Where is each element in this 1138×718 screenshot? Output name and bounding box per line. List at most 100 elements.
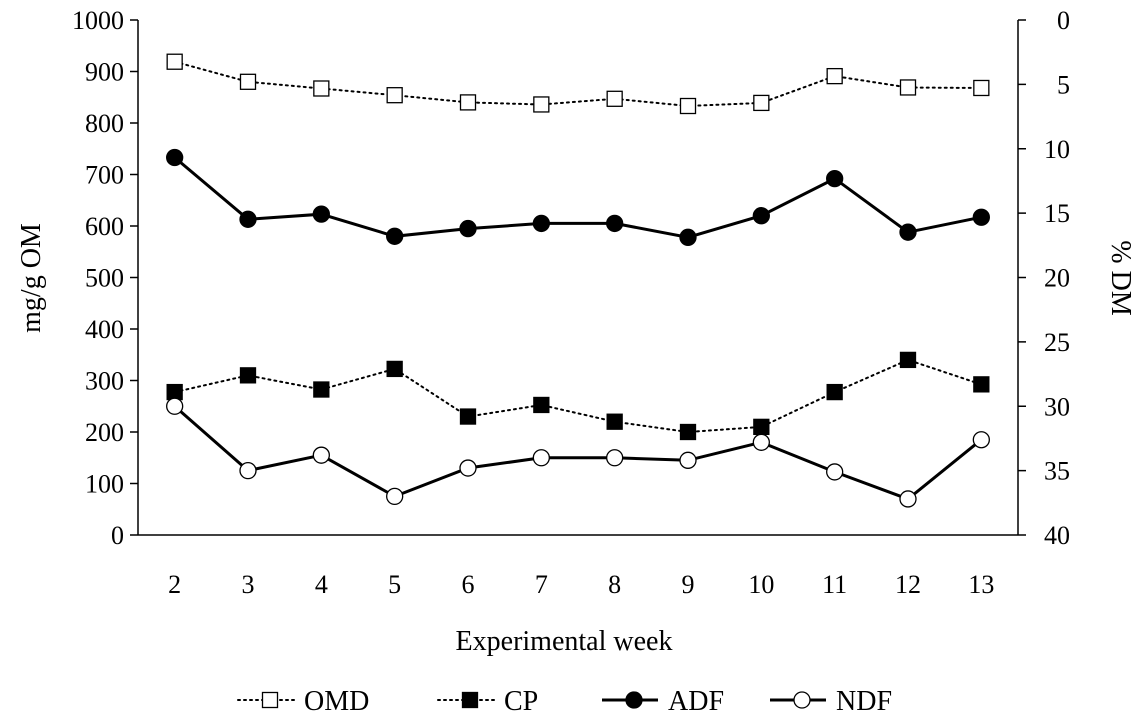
legend-label: CP bbox=[504, 686, 538, 717]
legend-label: OMD bbox=[304, 686, 369, 717]
y-left-tick-label: 1000 bbox=[72, 6, 124, 35]
legend-label: ADF bbox=[668, 686, 724, 717]
series-ndf-point bbox=[752, 433, 770, 451]
y-right-tick-label: 5 bbox=[1057, 70, 1070, 99]
series-omd-point bbox=[459, 94, 477, 111]
legend-item-adf: ADF bbox=[602, 686, 724, 717]
series-ndf bbox=[166, 397, 990, 508]
y-right-tick-label: 25 bbox=[1044, 328, 1070, 357]
x-axis-title: Experimental week bbox=[456, 626, 673, 657]
y-left-tick-label: 500 bbox=[85, 264, 124, 293]
series-ndf-point bbox=[166, 397, 184, 415]
series-ndf-point bbox=[459, 459, 477, 477]
x-tick-label: 3 bbox=[242, 570, 255, 599]
y-axis-left-title: mg/g OM bbox=[16, 223, 47, 333]
series-ndf-point bbox=[972, 431, 990, 449]
series-omd-point bbox=[533, 96, 550, 113]
series-layer bbox=[166, 53, 990, 508]
x-tick-label: 4 bbox=[315, 570, 328, 599]
series-ndf-point bbox=[532, 449, 550, 467]
series-omd-line bbox=[173, 60, 983, 108]
series-adf-line bbox=[173, 156, 982, 239]
series-adf bbox=[166, 148, 990, 246]
y-left-tick-label: 600 bbox=[85, 212, 124, 241]
x-tick-label: 13 bbox=[968, 570, 994, 599]
series-cp-point bbox=[386, 360, 403, 378]
y-left-tick-label: 900 bbox=[85, 58, 124, 87]
y-right-tick-label: 15 bbox=[1044, 199, 1070, 228]
legend-marker bbox=[461, 691, 479, 709]
series-cp-point bbox=[826, 383, 843, 401]
x-tick-label: 8 bbox=[608, 570, 621, 599]
legend-label: NDF bbox=[836, 686, 892, 717]
legend-marker bbox=[793, 691, 811, 709]
series-adf-point bbox=[166, 148, 184, 167]
x-tick-label: 10 bbox=[748, 570, 774, 599]
series-cp bbox=[166, 351, 990, 441]
series-adf-point bbox=[606, 214, 624, 233]
series-omd-point bbox=[826, 67, 843, 85]
legend-item-omd: OMD bbox=[237, 686, 369, 717]
series-ndf-line bbox=[173, 405, 983, 501]
series-ndf-point bbox=[679, 451, 697, 469]
series-cp-point bbox=[606, 413, 623, 430]
y-left-tick-label: 0 bbox=[111, 521, 124, 550]
series-ndf-point bbox=[826, 463, 844, 481]
series-omd-point bbox=[679, 97, 697, 115]
series-omd-point bbox=[239, 73, 257, 90]
series-cp-point bbox=[166, 383, 183, 401]
y-right-tick-label: 0 bbox=[1057, 6, 1070, 35]
series-cp-point bbox=[973, 376, 990, 393]
y-right-tick-label: 10 bbox=[1044, 135, 1070, 164]
y-left-tick-label: 300 bbox=[85, 367, 124, 396]
series-omd-point bbox=[606, 90, 623, 107]
legend-item-cp: CP bbox=[437, 686, 538, 717]
series-omd-point bbox=[313, 80, 330, 97]
series-ndf-point bbox=[312, 446, 330, 464]
series-ndf-point bbox=[606, 449, 624, 467]
series-cp-point bbox=[753, 418, 770, 436]
series-ndf-point bbox=[899, 490, 917, 508]
series-cp-line bbox=[173, 358, 983, 434]
legend-item-ndf: NDF bbox=[770, 686, 892, 717]
series-adf-point bbox=[312, 205, 330, 223]
series-omd-point bbox=[899, 79, 917, 96]
x-tick-label: 11 bbox=[822, 570, 847, 599]
x-tick-label: 9 bbox=[682, 570, 695, 599]
y-right-tick-label: 35 bbox=[1044, 457, 1070, 486]
series-adf-point bbox=[532, 214, 550, 233]
series-cp-point bbox=[899, 351, 917, 369]
series-cp-point bbox=[239, 367, 257, 384]
series-adf-point bbox=[386, 227, 404, 245]
legend: OMD CP ADF NDF bbox=[237, 686, 892, 717]
x-tick-label: 12 bbox=[895, 570, 921, 599]
series-omd-point bbox=[166, 53, 183, 70]
series-adf-point bbox=[899, 223, 917, 241]
y-left-tick-label: 400 bbox=[85, 315, 124, 344]
y-right-tick-label: 30 bbox=[1044, 392, 1070, 421]
ticks: 0 100 200 300 400 500 600 700 800 900 1000 0 5 10 15 20… bbox=[72, 6, 1070, 599]
y-left-tick-label: 800 bbox=[85, 109, 124, 138]
legend-marker bbox=[625, 691, 643, 709]
series-cp-point bbox=[533, 396, 550, 414]
series-adf-point bbox=[679, 228, 697, 246]
x-tick-label: 5 bbox=[388, 570, 401, 599]
x-tick-label: 6 bbox=[462, 570, 475, 599]
series-ndf-point bbox=[386, 487, 404, 506]
series-adf-point bbox=[752, 207, 770, 225]
y-axis-right-title: % DM bbox=[1105, 240, 1136, 316]
x-tick-label: 2 bbox=[168, 570, 181, 599]
y-right-tick-label: 40 bbox=[1044, 521, 1070, 550]
series-omd-point bbox=[753, 94, 770, 112]
series-adf-point bbox=[826, 169, 844, 188]
y-left-tick-label: 100 bbox=[85, 470, 124, 499]
series-omd-point bbox=[973, 79, 990, 97]
y-right-tick-label: 20 bbox=[1044, 264, 1070, 293]
series-omd-point bbox=[386, 87, 403, 104]
y-left-tick-label: 700 bbox=[85, 161, 124, 190]
series-cp-point bbox=[459, 408, 477, 425]
series-adf-point bbox=[972, 208, 990, 226]
series-ndf-point bbox=[239, 461, 257, 480]
y-left-tick-label: 200 bbox=[85, 418, 124, 447]
